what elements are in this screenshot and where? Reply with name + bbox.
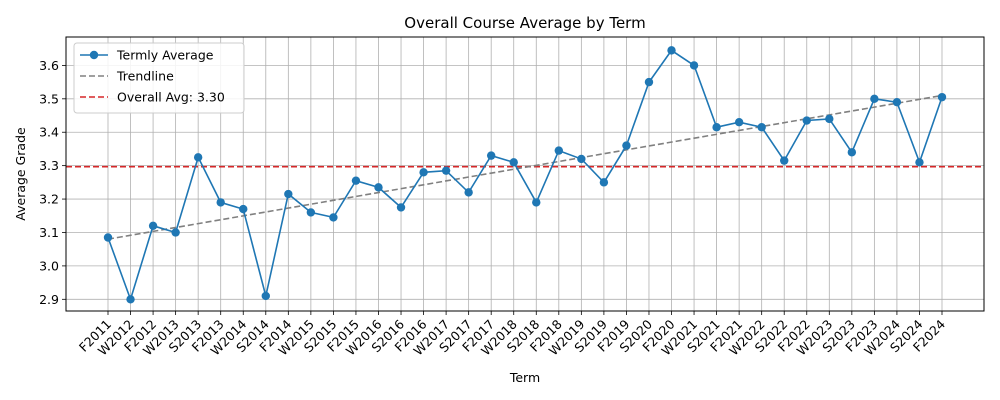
legend-label-overall: Overall Avg: 3.30 — [117, 90, 225, 105]
legend-label-trendline: Trendline — [116, 69, 174, 84]
data-point — [712, 123, 721, 132]
data-point — [374, 183, 383, 192]
data-point — [689, 61, 699, 70]
data-point — [509, 158, 518, 167]
x-axis-label: Term — [509, 370, 540, 385]
data-point — [847, 148, 857, 157]
data-point — [734, 118, 744, 127]
data-point — [464, 188, 473, 197]
data-point — [239, 204, 248, 214]
data-point — [870, 94, 879, 104]
termly-average-line — [107, 49, 943, 302]
data-point — [351, 176, 361, 185]
data-point — [825, 114, 834, 124]
data-point — [622, 141, 631, 150]
data-point — [284, 189, 293, 199]
data-point — [915, 158, 924, 167]
y-tick-label: 3.5 — [39, 91, 59, 106]
data-point — [802, 116, 811, 125]
y-tick-label: 3.2 — [39, 192, 59, 207]
y-tick-label: 3.1 — [39, 225, 59, 240]
series-layer — [103, 46, 947, 304]
y-tick-label: 3.3 — [39, 158, 59, 173]
legend-box — [73, 42, 245, 114]
y-tick-label: 2.9 — [39, 292, 59, 307]
chart-title: Overall Course Average by Term — [404, 14, 645, 32]
y-axis-ticks: 2.9 3.0 3.1 3.2 3.3 3.4 3.5 3.6 — [39, 58, 66, 307]
data-point — [329, 213, 338, 222]
data-point — [419, 168, 428, 177]
data-point — [306, 208, 316, 217]
data-point — [757, 123, 766, 132]
data-point — [103, 233, 113, 242]
data-point — [486, 151, 496, 160]
data-point — [937, 92, 947, 102]
data-point — [126, 295, 135, 304]
data-point — [441, 166, 451, 175]
y-tick-label: 3.0 — [39, 258, 59, 273]
data-point — [148, 221, 158, 230]
plot-frame — [65, 36, 985, 312]
data-point — [396, 203, 406, 212]
data-point — [193, 153, 203, 162]
legend-label-termly: Termly Average — [116, 48, 214, 63]
y-tick-label: 3.4 — [39, 125, 59, 140]
data-point — [644, 77, 654, 87]
data-point — [599, 178, 609, 187]
data-point — [261, 291, 270, 301]
data-point — [171, 228, 180, 237]
data-point — [216, 198, 225, 207]
x-axis-ticks: F2011W2012F2012W2013S2013F2013W2014S2014… — [76, 311, 948, 358]
data-point — [554, 146, 564, 155]
data-point — [532, 198, 541, 207]
legend: Termly Average Trendline Overall Avg: 3.… — [73, 42, 245, 114]
data-point — [892, 97, 902, 107]
data-point — [780, 156, 789, 165]
y-axis-label: Average Grade — [13, 127, 28, 221]
data-point — [577, 154, 586, 164]
data-point — [667, 46, 676, 55]
legend-marker-termly — [89, 50, 99, 60]
y-tick-label: 3.6 — [39, 58, 59, 73]
